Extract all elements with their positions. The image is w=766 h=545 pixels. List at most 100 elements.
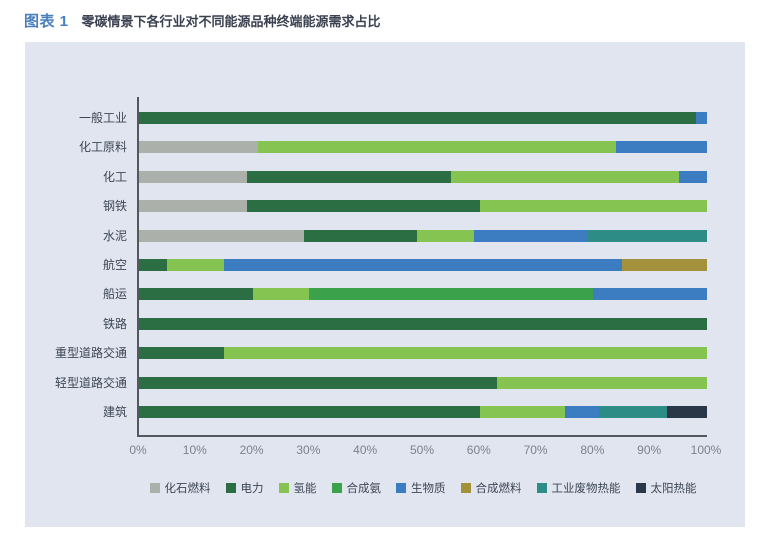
bar-segment [479,200,707,213]
bar-row: 水泥 [25,228,745,243]
bar-segment [139,347,225,360]
x-tick-label: 50% [409,443,435,457]
bar-segment [678,170,707,183]
legend-item: 工业废物热能 [536,480,621,496]
bar-row: 化工原料 [25,140,745,155]
bar-segment [309,288,594,301]
bar-segment [224,259,622,271]
bar-track [139,376,707,389]
figure-title: 零碳情景下各行业对不同能源品种终端能源需求占比 [81,14,381,29]
x-tick-label: 40% [353,443,378,457]
bar-segment [417,229,475,242]
y-axis-line [137,97,139,437]
category-label: 水泥 [102,228,127,243]
x-tick-label: 70% [523,443,548,457]
legend-label: 合成燃料 [475,483,522,495]
bar-segment [621,259,707,271]
bar-row: 铁路 [25,316,745,331]
category-label: 航空 [102,258,127,272]
legend-item: 氢能 [278,480,317,496]
x-tick-label: 80% [580,443,605,457]
x-tick-label: 90% [637,443,662,457]
bar-segment [139,317,707,330]
bar-track [139,406,707,418]
x-tick-label: 10% [182,443,207,457]
bar-row: 航空 [25,259,745,271]
bar-track [139,229,707,242]
bar-segment [258,141,617,154]
figure-header: 图表 1 零碳情景下各行业对不同能源品种终端能源需求占比 [24,10,381,31]
legend-item: 生物质 [396,480,446,496]
legend-swatch [278,483,289,493]
bar-segment [451,170,679,183]
category-label: 化工原料 [78,140,127,155]
x-tick-label: 20% [239,443,264,457]
bar-track [139,317,707,330]
legend-label: 太阳热能 [650,483,697,495]
legend-label: 合成氨 [346,483,382,495]
category-label: 重型道路交通 [54,346,127,361]
category-label: 铁路 [102,316,127,331]
bar-track [139,347,707,360]
bar-segment [695,112,707,124]
legend-item: 化石燃料 [149,480,211,496]
bar-row: 建筑 [25,406,745,418]
legend-swatch [331,483,342,493]
bar-segment [246,200,480,213]
legend-label: 化石燃料 [164,483,211,495]
bar-segment [474,229,588,242]
bar-segment [139,288,253,301]
bar-segment [139,376,497,389]
category-label: 建筑 [102,405,127,419]
legend-item: 电力 [225,480,264,496]
bar-segment [139,406,480,418]
bar-row: 化工 [25,169,745,184]
legend-label: 氢能 [293,483,317,495]
bar-row: 轻型道路交通 [25,376,745,389]
x-axis-line [137,435,707,437]
legend-item: 太阳热能 [635,480,697,496]
legend-swatch [635,483,646,493]
bar-segment [139,200,247,213]
legend-swatch [536,483,547,493]
category-label: 钢铁 [102,199,127,214]
bar-segment [139,170,247,183]
bar-row: 重型道路交通 [25,346,745,361]
category-label: 船运 [102,287,127,302]
x-tick-label: 60% [466,443,491,457]
bar-segment [667,406,707,418]
bar-segment [599,406,668,418]
bar-segment [564,406,600,418]
legend-label: 生物质 [411,483,446,495]
bar-segment [224,347,707,360]
bar-track [139,170,707,183]
bar-segment [139,229,304,242]
x-tick-label: 100% [690,443,722,457]
bar-track [139,112,707,124]
bar-row: 一般工业 [25,112,745,124]
chart-card: 一般工业化工原料化工钢铁水泥航空船运铁路重型道路交通轻型道路交通建筑 0% 10% 2… [25,42,745,527]
legend-item: 合成燃料 [460,480,522,496]
bar-track [139,288,707,301]
bar-segment [246,170,452,183]
legend: 化石燃料 电力 氢能 合成氨 生物质 合成燃料 工业废物热能 太阳热能 [139,480,707,496]
bar-segment [252,288,310,301]
legend-swatch [460,483,471,493]
bar-segment [496,376,707,389]
category-label: 化工 [102,169,127,184]
bar-segment [139,141,259,154]
bar-segment [303,229,418,242]
bar-segment [167,259,225,271]
x-tick-label: 0% [129,443,147,457]
bar-row: 船运 [25,287,745,302]
legend-swatch [396,483,406,493]
bar-segment [587,229,707,242]
legend-swatch [225,483,236,493]
bar-segment [593,288,707,301]
x-tick-label: 30% [296,443,321,457]
legend-label: 工业废物热能 [551,483,621,495]
bar-segment [139,112,696,124]
bar-row: 钢铁 [25,199,745,214]
bar-segment [616,141,707,154]
